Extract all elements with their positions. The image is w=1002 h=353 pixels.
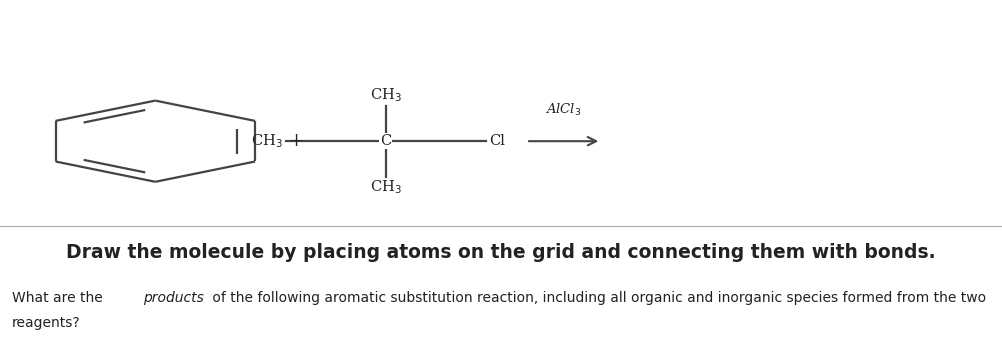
Text: Cl: Cl bbox=[489, 134, 505, 148]
Text: +: + bbox=[289, 132, 303, 150]
Text: reagents?: reagents? bbox=[12, 316, 80, 330]
Text: products: products bbox=[143, 291, 204, 305]
Text: CH$_3$: CH$_3$ bbox=[370, 86, 402, 104]
Text: of the following aromatic substitution reaction, including all organic and inorg: of the following aromatic substitution r… bbox=[208, 291, 987, 305]
Text: C: C bbox=[380, 134, 392, 148]
Text: CH$_3$: CH$_3$ bbox=[250, 132, 283, 150]
Text: What are the: What are the bbox=[12, 291, 107, 305]
Text: Draw the molecule by placing atoms on the grid and connecting them with bonds.: Draw the molecule by placing atoms on th… bbox=[66, 243, 936, 262]
Text: CH$_3$: CH$_3$ bbox=[370, 178, 402, 196]
Text: AlCl$_3$: AlCl$_3$ bbox=[545, 102, 581, 118]
